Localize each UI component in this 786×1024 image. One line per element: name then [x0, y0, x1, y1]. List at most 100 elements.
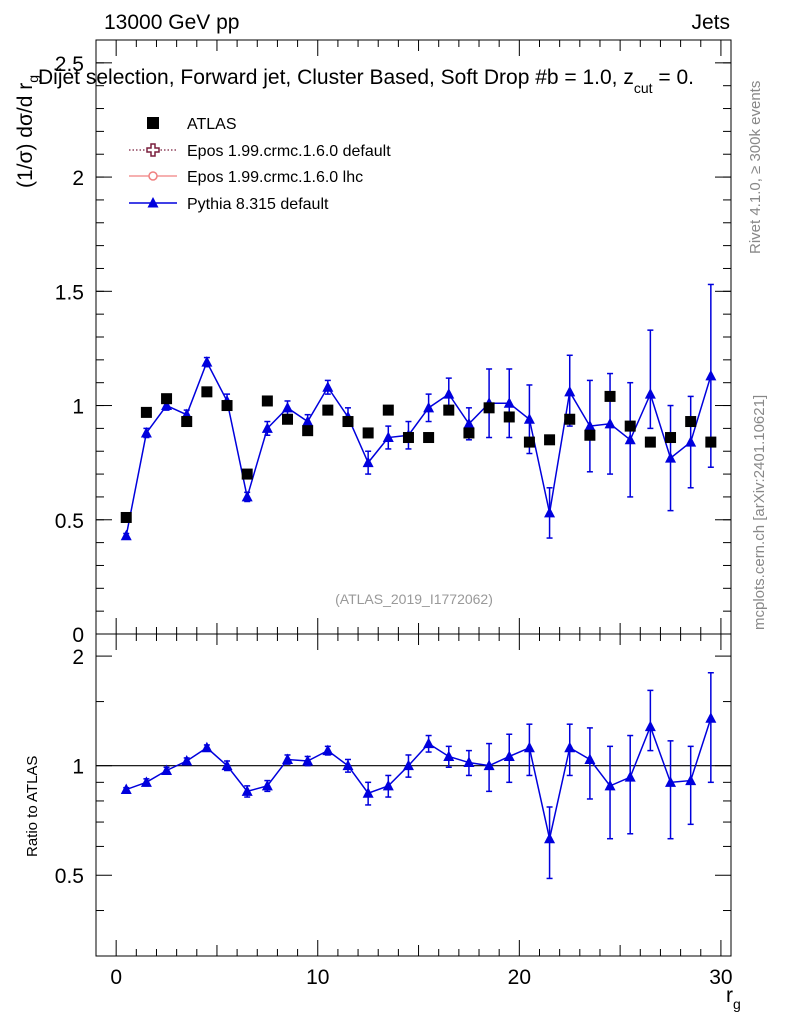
main-pythia-point [523, 413, 535, 424]
main-pythia-point [644, 388, 656, 399]
atlas-point [423, 432, 435, 444]
ratio-pythia-point [423, 737, 435, 749]
main-pythia-point [322, 381, 334, 392]
atlas-point [483, 402, 495, 414]
ratio-pythia-point [705, 712, 717, 723]
main-pythia-point [140, 426, 152, 438]
main-x-ticks [115, 40, 722, 634]
main-pythia-point [423, 401, 435, 413]
main-pythia-point [302, 415, 314, 427]
atlas-point [322, 404, 334, 416]
analysis-id: (ATLAS_2019_I1772062) [335, 591, 493, 607]
main-series [120, 283, 717, 541]
ratio-pythia-point [483, 759, 495, 771]
ratio-pythia-point [201, 741, 213, 753]
atlas-point [282, 413, 294, 425]
main-ytick-label: 1 [72, 396, 84, 419]
ratio-pythia-point [604, 779, 616, 791]
main-pythia-point [120, 529, 132, 541]
main-ytick-label: 2.5 [55, 53, 84, 76]
ratio-pythia-point [362, 787, 374, 798]
main-pythia-point [161, 399, 173, 411]
main-ylabel: (1/σ) dσ/d rg [14, 75, 41, 188]
atlas-point [221, 400, 233, 412]
ratio-pythia-point [644, 720, 656, 732]
atlas-point [705, 436, 717, 448]
ratio-pythia-point [443, 750, 455, 761]
main-pythia-point [282, 401, 294, 413]
main-pythia-point [201, 356, 213, 367]
ratio-pythia-point [261, 779, 273, 791]
ratio-pythia-point [523, 741, 535, 753]
ratio-pythia-point [181, 754, 193, 766]
main-pythia-point [604, 417, 616, 429]
atlas-point [503, 411, 515, 423]
ratio-pythia-point [282, 753, 294, 764]
ratio-pythia-point [302, 754, 314, 766]
atlas-point [624, 420, 636, 432]
legend-pythia-marker [147, 197, 159, 208]
legend: ATLAS Epos 1.99.crmc.1.6.0 default Epos 1.… [129, 116, 391, 213]
legend-label-pythia: Pythia 8.315 default [187, 196, 329, 213]
ratio-pythia-point [342, 759, 354, 771]
atlas-point [544, 434, 556, 446]
ratio-pythia-point [140, 776, 152, 787]
legend-label-atlas: ATLAS [187, 116, 237, 133]
atlas-point [302, 425, 314, 437]
atlas-point [120, 511, 132, 523]
atlas-point [564, 413, 576, 425]
main-pythia-point [503, 397, 515, 408]
ratio-xtick-label: 30 [709, 966, 732, 989]
ratio-xtick-label: 10 [306, 966, 329, 989]
atlas-point [201, 386, 213, 398]
ratio-pythia-point [221, 759, 233, 771]
ratio-pythia-point [382, 779, 394, 791]
ratio-series [120, 672, 717, 880]
ratio-pythia-point [624, 771, 636, 782]
main-pythia-point [382, 431, 394, 443]
ratio-xtick-label: 20 [508, 966, 531, 989]
ratio-pythia-point [322, 744, 334, 756]
ratio-pythia-point [241, 785, 253, 796]
legend-label-epos_lhc: Epos 1.99.crmc.1.6.0 lhc [187, 169, 363, 186]
main-pythia-point [624, 433, 636, 445]
main-ytick-label: 0 [72, 624, 84, 647]
main-pythia-point [584, 420, 596, 431]
main-ytick-label: 2 [72, 167, 84, 190]
atlas-point [402, 432, 414, 444]
atlas-point [644, 436, 656, 448]
main-pythia-point [261, 422, 273, 433]
selection-label: Dijet selection, Forward jet, Cluster Ba… [38, 66, 694, 96]
ratio-pythia-point [120, 783, 132, 795]
main-ytick-label: 0.5 [55, 510, 84, 533]
ratio-ytick-label: 2 [72, 646, 84, 669]
ratio-pythia-point [665, 776, 677, 787]
main-pythia-point [705, 369, 717, 381]
ratio-pythia-line [125, 717, 712, 839]
ratio-frame [95, 633, 732, 957]
main-pythia-point [665, 452, 677, 463]
atlas-point [161, 393, 173, 405]
atlas-point [181, 416, 193, 428]
main-pythia-point [241, 490, 253, 502]
atlas-point [241, 468, 253, 480]
ratio-x-ticks: 0 10 20 30 [110, 634, 733, 989]
ratio-xtick-label: 0 [110, 966, 122, 989]
atlas-point [362, 427, 374, 439]
ratio-pythia-point [503, 750, 515, 761]
atlas-point [140, 406, 152, 418]
mcplots-label: mcplots.cern.ch [arXiv:2401.10621] [751, 395, 768, 630]
main-ytick-label: 1.5 [55, 281, 84, 304]
main-pythia-point [443, 388, 455, 399]
ratio-pythia-point [584, 753, 596, 764]
ratio-y-ticks: 0.5 1 2 [55, 646, 731, 957]
atlas-point [523, 436, 535, 448]
main-pythia-line [125, 360, 712, 536]
atlas-point [443, 404, 455, 416]
atlas-point [382, 404, 394, 416]
ratio-ylabel: Ratio to ATLAS [24, 756, 41, 857]
main-panel: 0 0.5 1 1.5 2 2.5 (1/σ) dσ/d rg (ATLAS_2019_I… [14, 39, 732, 647]
ratio-pythia-point [685, 774, 697, 786]
energy-label: 13000 GeV pp [104, 11, 239, 34]
